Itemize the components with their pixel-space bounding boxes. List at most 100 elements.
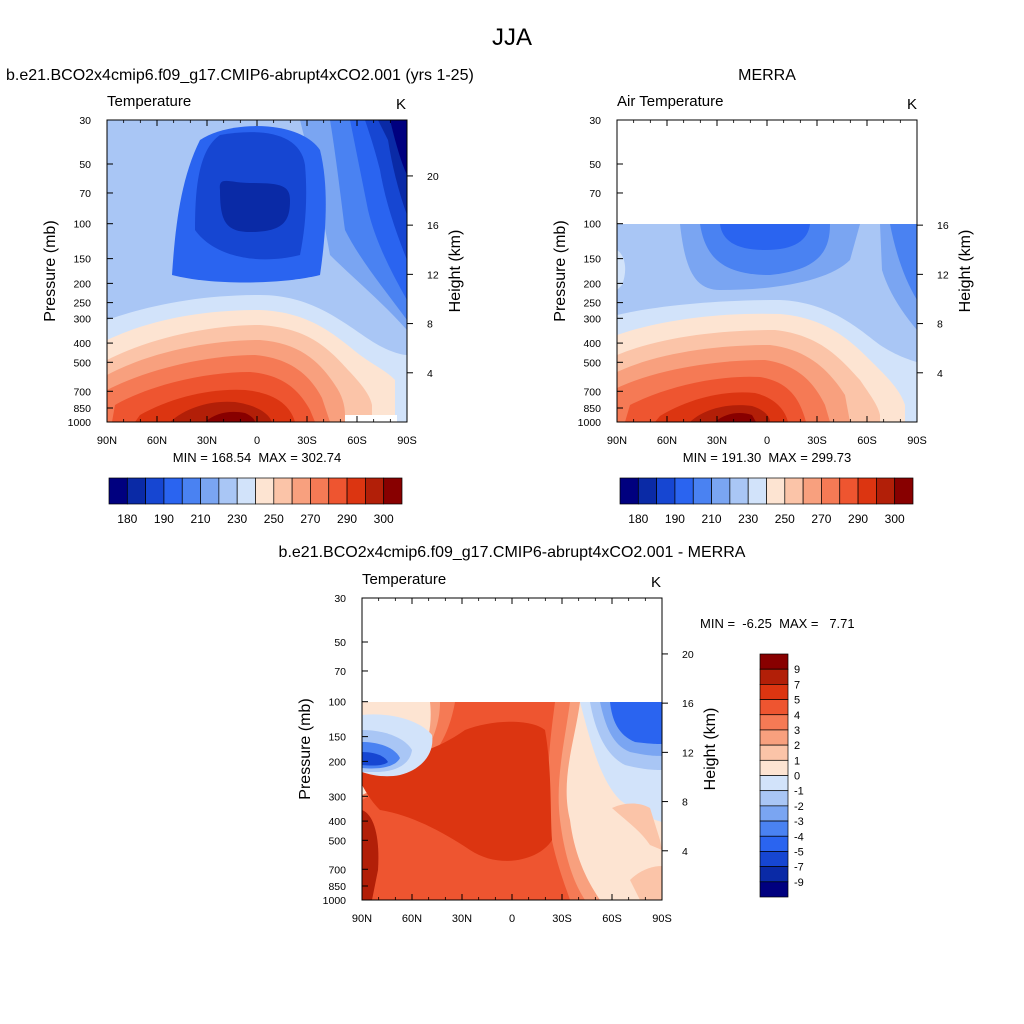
colorbar-swatch (346, 477, 366, 505)
colorbar-swatch (200, 477, 220, 505)
model-units: K (396, 96, 407, 113)
colorbar-swatch (108, 477, 128, 505)
right-tick-label: 8 (427, 319, 433, 331)
model-plot-area (107, 120, 407, 422)
colorbar-label: 190 (665, 512, 685, 526)
x-tick-label: 60N (147, 435, 167, 447)
x-tick-label: 30S (552, 913, 572, 925)
colorbar-label: 300 (885, 512, 905, 526)
y-tick-label: 850 (73, 403, 91, 415)
colorbar-swatch (163, 477, 183, 505)
colorbar-swatch (747, 477, 767, 505)
colorbar-swatch (766, 477, 786, 505)
colorbar-label: 300 (374, 512, 394, 526)
y-tick-label: 50 (334, 637, 346, 649)
y-tick-label: 70 (79, 188, 91, 200)
diff-units: K (651, 574, 662, 591)
right-tick-label: 16 (937, 220, 949, 232)
diff-colorbar-swatch (759, 729, 789, 746)
diff-plot-area (362, 702, 662, 900)
page-title: JJA (491, 24, 532, 51)
colorbar-label: 180 (117, 512, 137, 526)
diff-colorbar-label: 4 (794, 710, 800, 722)
x-tick-label: 30S (297, 435, 317, 447)
colorbar-swatch (674, 477, 694, 505)
diff-colorbar-swatch (759, 881, 789, 898)
colorbar-label: 210 (702, 512, 722, 526)
colorbar-label: 210 (191, 512, 211, 526)
right-tick-label: 8 (682, 797, 688, 809)
right-tick-label: 4 (682, 846, 688, 858)
diff-colorbar-swatch (759, 835, 789, 852)
x-tick-label: 0 (254, 435, 260, 447)
colorbar-label: 230 (738, 512, 758, 526)
colorbar-swatch (894, 477, 914, 505)
y-tick-label: 300 (583, 313, 601, 325)
obs-stats: MIN = 191.30 MAX = 299.73 (682, 450, 852, 465)
diff-colorbar-swatch (759, 805, 789, 822)
y-axis-label: Pressure (mb) (297, 698, 314, 799)
y-tick-label: 30 (79, 115, 91, 127)
colorbar-swatch (218, 477, 238, 505)
y-axis-label: Pressure (mb) (552, 220, 569, 321)
colorbar-swatch (126, 477, 146, 505)
y-tick-label: 300 (328, 791, 346, 803)
y-tick-label: 100 (583, 219, 601, 231)
y-tick-label: 500 (583, 357, 601, 369)
x-tick-label: 60S (602, 913, 622, 925)
y-tick-label: 500 (73, 357, 91, 369)
diff-colorbar-label: -3 (794, 816, 804, 828)
y-tick-label: 850 (328, 881, 346, 893)
colorbar-label: 270 (811, 512, 831, 526)
colorbar-swatch (619, 477, 639, 505)
diff-colorbar-swatch (759, 790, 789, 807)
diff-colorbar-swatch (759, 744, 789, 761)
y-tick-label: 200 (73, 278, 91, 290)
diff-colorbar-swatch (759, 866, 789, 883)
diff-colorbar-swatch (759, 714, 789, 731)
colorbar-swatch (637, 477, 657, 505)
x-tick-label: 30N (707, 435, 727, 447)
model-left-label: Temperature (107, 93, 192, 110)
right-tick-label: 12 (427, 269, 439, 281)
y-tick-label: 150 (73, 254, 91, 266)
x-tick-label: 90N (352, 913, 372, 925)
obs-units: K (907, 96, 918, 113)
y-tick-label: 150 (583, 254, 601, 266)
diff-panel-title: b.e21.BCO2x4cmip6.f09_g17.CMIP6-abrupt4x… (278, 544, 746, 561)
colorbar-swatch (255, 477, 275, 505)
right-tick-label: 20 (682, 649, 694, 661)
model-panel-title: b.e21.BCO2x4cmip6.f09_g17.CMIP6-abrupt4x… (6, 67, 474, 84)
diff-colorbar-label: 3 (794, 725, 800, 737)
diff-stats: MIN = -6.25 MAX = 7.71 (700, 616, 855, 631)
x-tick-label: 90N (607, 435, 627, 447)
colorbar-swatch (236, 477, 256, 505)
obs-panel-title: MERRA (738, 67, 796, 84)
colorbar-swatch (711, 477, 731, 505)
x-tick-label: 30N (452, 913, 472, 925)
diff-colorbar-swatch (759, 775, 789, 792)
x-tick-label: 60N (402, 913, 422, 925)
obs-left-label: Air Temperature (617, 93, 724, 110)
diff-colorbar-label: -7 (794, 862, 804, 874)
y-tick-label: 400 (583, 338, 601, 350)
model-stats: MIN = 168.54 MAX = 302.74 (172, 450, 342, 465)
y-tick-label: 70 (589, 188, 601, 200)
colorbar-swatch (839, 477, 859, 505)
x-tick-label: 90S (652, 913, 672, 925)
diff-colorbar-label: 2 (794, 740, 800, 752)
colorbar-swatch (365, 477, 385, 505)
x-tick-label: 30N (197, 435, 217, 447)
diff-colorbar-label: 7 (794, 679, 800, 691)
y-tick-label: 50 (589, 159, 601, 171)
x-tick-label: 0 (764, 435, 770, 447)
colorbar-label: 190 (154, 512, 174, 526)
x-tick-label: 90S (397, 435, 417, 447)
right-tick-label: 16 (427, 220, 439, 232)
colorbar-swatch (328, 477, 348, 505)
colorbar-label: 270 (300, 512, 320, 526)
y-tick-label: 30 (334, 593, 346, 605)
diff-colorbar-label: -5 (794, 846, 804, 858)
y-tick-label: 300 (73, 313, 91, 325)
